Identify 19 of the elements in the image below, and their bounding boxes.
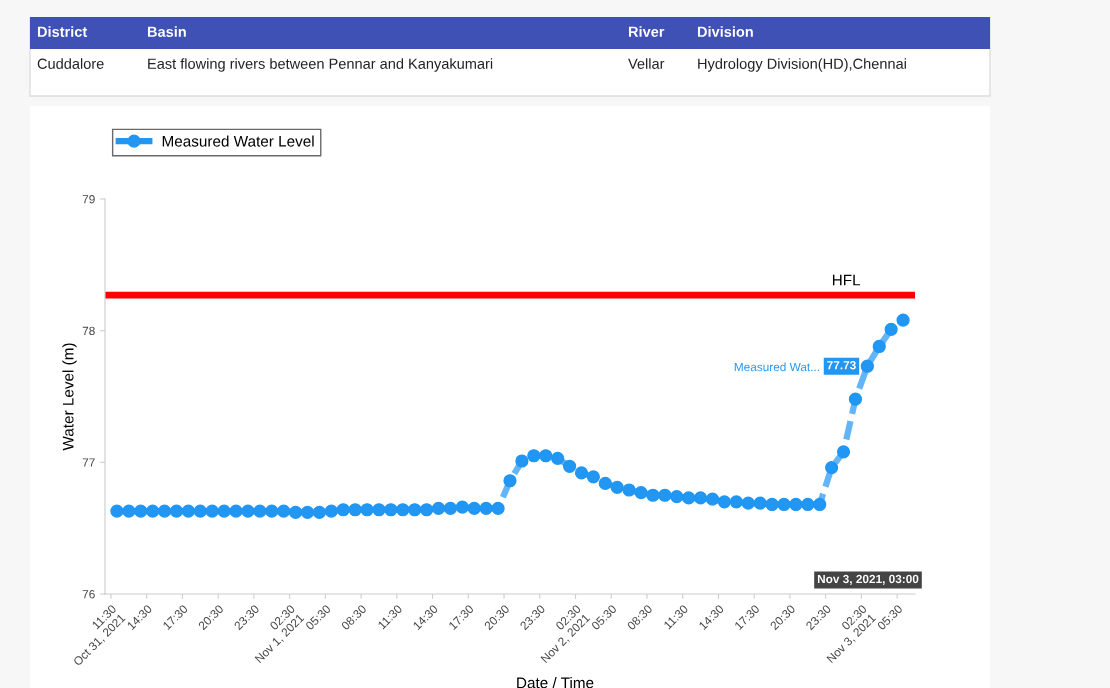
annotation: 77.73 <box>827 361 856 370</box>
text: Cuddalore <box>37 58 104 69</box>
y-tick-label: 76 <box>82 590 95 599</box>
text: Division <box>697 26 753 37</box>
text: Vellar <box>628 58 665 69</box>
y-axis-title: Water Level (m) <box>62 343 77 451</box>
x-axis-title: Date / Time <box>517 677 594 688</box>
text: Basin <box>147 26 186 37</box>
text: District <box>37 26 88 37</box>
ref-line-label: HFL <box>832 274 861 286</box>
y-tick-label: 79 <box>82 195 95 204</box>
y-tick-label: 77 <box>82 458 95 467</box>
annotation: Measured Wat... <box>734 362 819 372</box>
text: River <box>628 26 665 37</box>
annotation: Nov 3, 2021, 03:00 <box>817 574 919 585</box>
text: Hydrology Division(HD),Chennai <box>698 58 906 72</box>
text: East flowing rivers between Pennar and Kanyakumari <box>148 58 493 72</box>
y-tick-label: 78 <box>82 326 95 336</box>
legend-label: Measured Water Level <box>162 135 314 147</box>
